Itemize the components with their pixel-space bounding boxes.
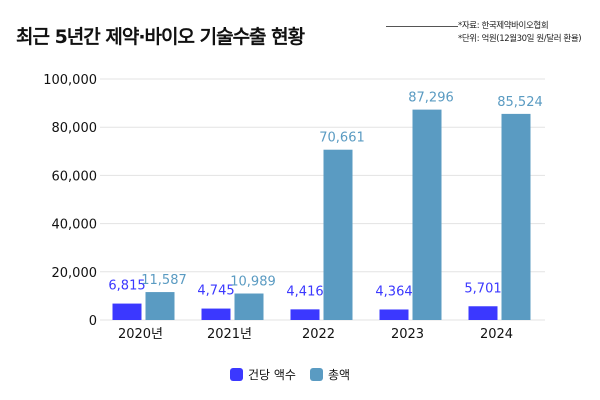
data-label: 70,661 — [319, 131, 365, 146]
source-divider — [386, 26, 458, 27]
x-tick-label: 2021년 — [207, 327, 252, 342]
legend-label: 총액 — [327, 368, 351, 382]
data-label: 5,701 — [464, 281, 501, 296]
y-tick-label: 40,000 — [52, 218, 98, 233]
data-label: 4,745 — [197, 284, 234, 299]
data-label: 11,587 — [141, 273, 187, 288]
y-tick-label: 100,000 — [43, 73, 97, 88]
data-label: 6,815 — [108, 279, 145, 294]
y-tick-label: 60,000 — [52, 169, 98, 184]
bar-total — [145, 292, 175, 320]
data-label: 4,416 — [286, 284, 323, 299]
bar-per-deal — [468, 306, 498, 320]
data-label: 10,989 — [230, 275, 276, 290]
x-tick-label: 2023 — [391, 327, 424, 342]
bar-per-deal — [290, 309, 320, 320]
bar-total — [234, 293, 264, 320]
y-tick-label: 20,000 — [52, 266, 98, 281]
chart-title: 최근 5년간 제약·바이오 기술수출 현황 — [16, 26, 305, 48]
x-tick-label: 2024 — [480, 327, 513, 342]
bar-total — [501, 113, 531, 320]
y-tick-label: 80,000 — [52, 121, 98, 136]
x-tick-label: 2020년 — [118, 327, 163, 342]
legend-label: 건당 액수 — [248, 368, 296, 382]
data-label: 85,524 — [497, 95, 543, 110]
bar-total — [323, 149, 353, 320]
source-notes: *자료: 한국제약바이오협회 *단위: 억원(12월30일 원/달러 환율) — [458, 20, 582, 46]
legend-swatch — [230, 368, 243, 381]
data-label: 87,296 — [408, 91, 454, 106]
bar-per-deal — [112, 303, 142, 320]
y-tick-label: 0 — [89, 314, 97, 329]
legend-item-total: 총액 — [309, 366, 351, 383]
x-tick-label: 2022 — [302, 327, 335, 342]
legend: 건당 액수 총액 — [230, 366, 350, 383]
data-label: 4,364 — [375, 284, 412, 299]
unit-note: *단위: 억원(12월30일 원/달러 환율) — [458, 34, 582, 44]
legend-swatch — [309, 368, 323, 381]
bar-per-deal — [201, 308, 231, 320]
source-note: *자료: 한국제약바이오협회 — [458, 21, 549, 31]
bar-per-deal — [379, 309, 409, 320]
legend-item-per-deal: 건당 액수 — [230, 366, 296, 383]
bar-total — [412, 109, 442, 320]
